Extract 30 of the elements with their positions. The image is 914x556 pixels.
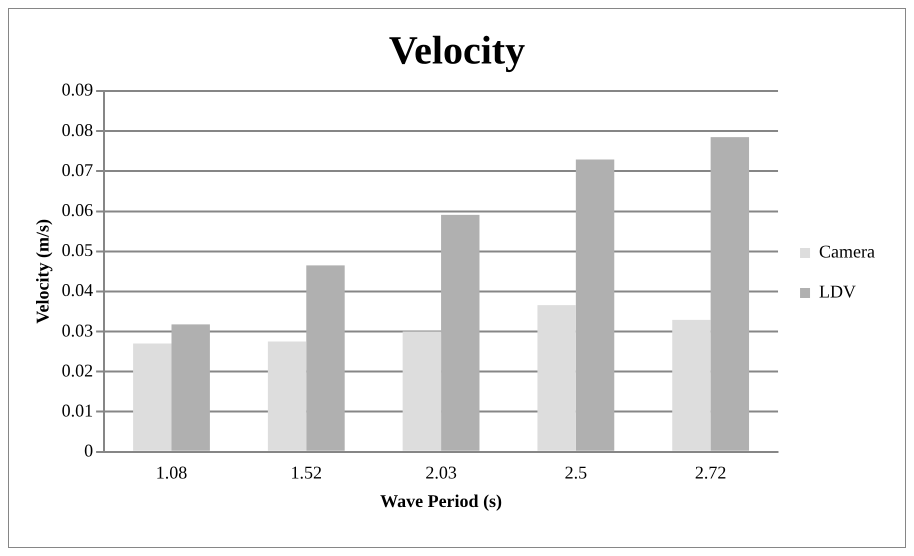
- bar: [672, 320, 711, 451]
- bar: [133, 344, 172, 451]
- y-tick-label: 0.04: [62, 280, 94, 300]
- bar: [306, 265, 345, 451]
- legend-label: LDV: [819, 282, 856, 302]
- y-tick-label: 0.05: [62, 240, 94, 260]
- x-tick-label: 2.03: [425, 462, 457, 482]
- x-tick-label: 1.08: [156, 462, 188, 482]
- y-tick-label: 0.03: [62, 320, 94, 340]
- x-axis-title: Wave Period (s): [380, 490, 502, 511]
- y-tick-label: 0.08: [62, 120, 94, 140]
- bar: [268, 342, 306, 451]
- y-tick-label: 0.07: [62, 160, 94, 180]
- x-tick-label: 2.72: [694, 462, 726, 482]
- x-tick-label: 2.5: [564, 462, 588, 482]
- x-tick-label: 1.52: [290, 462, 322, 482]
- chart-title: Velocity: [388, 27, 526, 72]
- legend-label: Camera: [819, 242, 876, 262]
- bar: [402, 332, 442, 451]
- y-tick-label: 0: [84, 440, 94, 461]
- bar: [171, 324, 210, 451]
- bar: [537, 305, 576, 451]
- y-tick-label: 0.02: [62, 360, 94, 380]
- bar: [710, 137, 750, 451]
- y-tick-label: 0.06: [62, 200, 94, 220]
- y-tick-label: 0.01: [62, 400, 94, 420]
- bar: [576, 160, 614, 451]
- y-tick-label: 0.09: [62, 80, 94, 100]
- y-axis-title: Velocity (m/s): [32, 218, 52, 324]
- bar: [441, 214, 480, 451]
